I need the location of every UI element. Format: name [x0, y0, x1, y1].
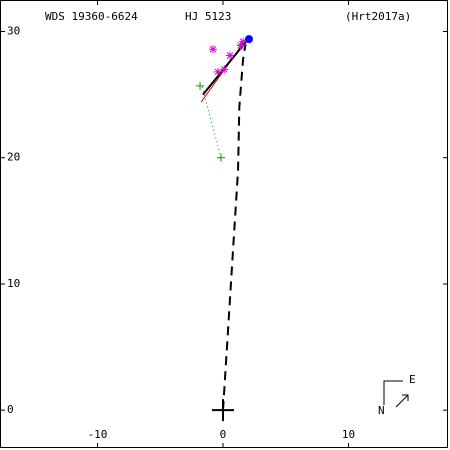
orbit-line [202, 38, 249, 96]
compass-east: E [409, 373, 416, 386]
x-tick-label: -10 [88, 428, 108, 441]
x-tick-label: 10 [342, 428, 355, 441]
asterisk-marker [213, 67, 222, 76]
y-tick-label: 0 [7, 403, 14, 416]
compass [383, 380, 409, 408]
y-tick-label: 30 [7, 25, 20, 38]
orbit-line [221, 44, 247, 411]
y-tick-label: 10 [7, 277, 20, 290]
plus-marker [196, 81, 205, 90]
asterisk-marker [220, 65, 229, 74]
x-tick-label: 0 [220, 428, 227, 441]
cross-marker [211, 399, 234, 422]
chart-subtitle: HJ 5123 [185, 10, 231, 23]
compass-north: N [378, 404, 385, 417]
asterisk-marker [236, 41, 245, 50]
asterisk-marker [226, 51, 235, 60]
chart-title: WDS 19360-6624 [45, 10, 138, 23]
orbit-line [201, 86, 222, 158]
position-dot [244, 35, 253, 44]
plus-marker [216, 153, 225, 162]
asterisk-marker [239, 37, 248, 46]
y-tick-label: 20 [7, 151, 20, 164]
reference: (Hrt2017a) [345, 10, 411, 23]
asterisk-marker [208, 45, 217, 54]
